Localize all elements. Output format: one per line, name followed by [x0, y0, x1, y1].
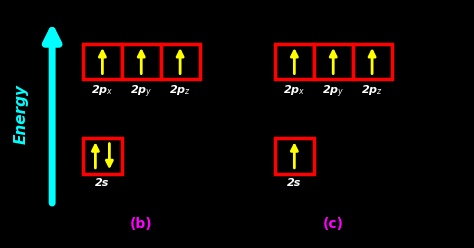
Bar: [314, 44, 353, 79]
Text: 2p$_y$: 2p$_y$: [322, 83, 345, 100]
Text: 2p$_x$: 2p$_x$: [283, 83, 306, 97]
Text: 2p$_z$: 2p$_z$: [361, 83, 383, 97]
Text: 2p$_x$: 2p$_x$: [91, 83, 114, 97]
Bar: [275, 138, 314, 174]
Bar: [83, 44, 122, 79]
Bar: [161, 44, 200, 79]
Text: (c): (c): [323, 217, 344, 231]
Text: 2p$_y$: 2p$_y$: [130, 83, 153, 100]
Text: 2s: 2s: [287, 178, 301, 187]
Bar: [122, 44, 161, 79]
Bar: [83, 138, 122, 174]
Text: Energy: Energy: [14, 84, 29, 144]
Text: (b): (b): [130, 217, 153, 231]
Bar: [353, 44, 392, 79]
Text: 2p$_z$: 2p$_z$: [169, 83, 191, 97]
Text: 2s: 2s: [95, 178, 109, 187]
Bar: [275, 44, 314, 79]
